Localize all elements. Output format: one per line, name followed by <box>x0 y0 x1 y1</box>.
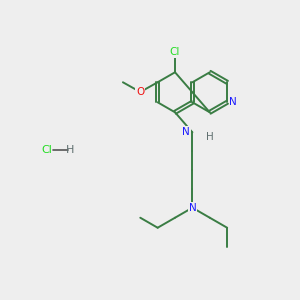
Text: Cl: Cl <box>41 145 52 155</box>
Text: N: N <box>230 97 237 107</box>
Text: H: H <box>66 145 75 155</box>
Text: N: N <box>182 127 190 137</box>
Text: Cl: Cl <box>170 47 180 57</box>
Text: H: H <box>206 132 214 142</box>
Text: O: O <box>136 87 144 97</box>
Text: N: N <box>188 203 196 213</box>
